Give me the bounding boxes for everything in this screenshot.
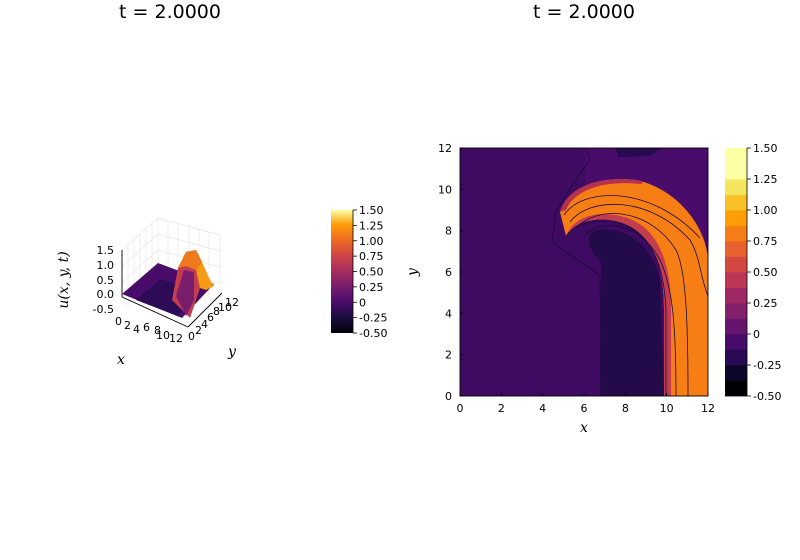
- x-tick-label: 6: [581, 402, 588, 415]
- colorbar-segment: [725, 365, 747, 381]
- contour-line: [584, 225, 677, 396]
- x-tick-label: 10: [156, 329, 170, 342]
- x-tick-label: 8: [154, 324, 161, 337]
- y-tick-label: 10: [438, 183, 452, 196]
- colorbar-segment: [725, 287, 747, 304]
- contour-colorbar-tick-label: 1.25: [753, 173, 778, 186]
- contour-line: [565, 220, 667, 396]
- z-tick-label: 1.5: [97, 244, 115, 257]
- surface-title: t = 2.0000: [119, 1, 221, 23]
- contour-axes: 0 2 4 6 8 10 12 0 2 4 6 8 10 12: [438, 142, 715, 415]
- colorbar-segment: [725, 380, 747, 397]
- surface-colorbar-gradient: [331, 210, 353, 333]
- contour-line: [563, 195, 701, 239]
- y-tick-label: 4: [445, 307, 452, 320]
- colorbar-segment: [725, 225, 747, 242]
- z-tick-label: -0.5: [93, 303, 114, 316]
- surface-colorbar-tick-label: 1.00: [359, 235, 384, 248]
- surface-colorbar-tick-label: 1.25: [359, 219, 384, 232]
- surface-colorbar-tick-label: -0.50: [359, 327, 387, 340]
- surface-colorbar: 1.50 1.25 1.00 0.75 0.50 0.25 0 -0.25 -0.50: [331, 204, 387, 340]
- surface-colorbar-tick-label: 0.25: [359, 281, 384, 294]
- contour-line: [575, 213, 689, 396]
- z-tick-label: 0.5: [97, 274, 115, 287]
- y-tick-label: 4: [201, 318, 208, 331]
- surface-colorbar-tick-label: -0.25: [359, 312, 387, 325]
- contour-colorbar-tick-label: 0.75: [753, 235, 778, 248]
- contour-line: [569, 203, 708, 297]
- grid-line: [157, 217, 221, 236]
- y-tick-label: 6: [207, 311, 214, 324]
- contour-colorbar-tick-label: -0.25: [753, 359, 781, 372]
- surface-ridge-side: [196, 262, 214, 290]
- surface-colorbar-tick-label: 1.50: [359, 204, 384, 217]
- contour-plot: [460, 148, 708, 396]
- y-tick-label: 12: [225, 296, 239, 309]
- x-tick-label: 6: [143, 321, 150, 334]
- y-tick-label: 2: [195, 324, 202, 337]
- surface-plot-3d: 1.5 1.0 0.5 0.0 -0.5 0 2 4 6 8 10 12 0 2…: [56, 217, 239, 368]
- colorbar-segment: [725, 163, 747, 180]
- colorbar-segment: [725, 241, 747, 257]
- colorbar-segment: [725, 349, 747, 366]
- x-tick-label: 8: [622, 402, 629, 415]
- contour-x-label: x: [580, 420, 588, 436]
- colorbar-segment: [725, 256, 747, 273]
- z-tick-label: 1.0: [97, 259, 115, 272]
- contour-colorbar-tick-label: 1.00: [753, 204, 778, 217]
- x-tick-label: 0: [457, 402, 464, 415]
- y-tick-label: 2: [445, 349, 452, 362]
- x-tick-label: 4: [539, 402, 546, 415]
- y-tick-label: 8: [445, 225, 452, 238]
- colorbar-segment: [725, 179, 747, 195]
- y-tick-label: 0: [188, 330, 195, 343]
- x-axis: [121, 296, 189, 328]
- z-tick-label: 0.0: [97, 288, 115, 301]
- x-tick-label: 12: [169, 332, 183, 345]
- x-tick-label: 10: [660, 402, 674, 415]
- y-axis: [187, 292, 223, 328]
- surface-colorbar-tick-label: 0: [359, 296, 366, 309]
- contour-title: t = 2.0000: [533, 1, 635, 23]
- y-tick-label: 10: [218, 301, 232, 314]
- contour-colorbar-tick-label: -0.50: [753, 390, 781, 403]
- surface-x-label: x: [117, 352, 125, 368]
- surface-colorbar-tick-label: 0.75: [359, 250, 384, 263]
- surface-colorbar-tick-label: 0.50: [359, 266, 384, 279]
- x-tick-label: 2: [498, 402, 505, 415]
- colorbar-segment: [725, 210, 747, 226]
- x-tick-label: 12: [701, 402, 715, 415]
- colorbar-segment: [725, 334, 747, 350]
- contour-colorbar-tick-label: 1.50: [753, 142, 778, 155]
- contour-colorbar-tick-label: 0.50: [753, 266, 778, 279]
- contour-line: [551, 148, 602, 396]
- y-tick-label: 0: [445, 390, 452, 403]
- colorbar-segment: [725, 194, 747, 211]
- contour-region-top: [585, 148, 708, 268]
- colorbar-segment: [725, 318, 747, 335]
- surface-z-label: u(x, y, t): [56, 251, 72, 308]
- contour-region-top-notch: [616, 148, 662, 157]
- contour-region-low: [588, 229, 664, 396]
- contour-colorbar-tick-label: 0: [753, 328, 760, 341]
- colorbar-segment: [725, 303, 747, 319]
- y-tick-label: 6: [445, 266, 452, 279]
- contour-region-edge-outer: [560, 179, 643, 212]
- colorbar-segment: [725, 148, 747, 164]
- surface-ridge-top: [178, 250, 202, 270]
- surface-y-label: y: [227, 344, 237, 360]
- x-tick-label: 4: [133, 323, 140, 336]
- contour-colorbar-tick-label: 0.25: [753, 297, 778, 310]
- x-tick-label: 0: [115, 315, 122, 328]
- contour-colorbar: 1.50 1.25 1.00 0.75 0.50 0.25 0 -0.25 -0.50: [725, 142, 781, 403]
- surface-ridge-face: [176, 270, 194, 316]
- contour-y-label: y: [405, 267, 421, 277]
- y-tick-label: 8: [213, 305, 220, 318]
- y-tick-label: 12: [438, 142, 452, 155]
- x-tick-label: 2: [124, 319, 131, 332]
- colorbar-segment: [725, 272, 747, 288]
